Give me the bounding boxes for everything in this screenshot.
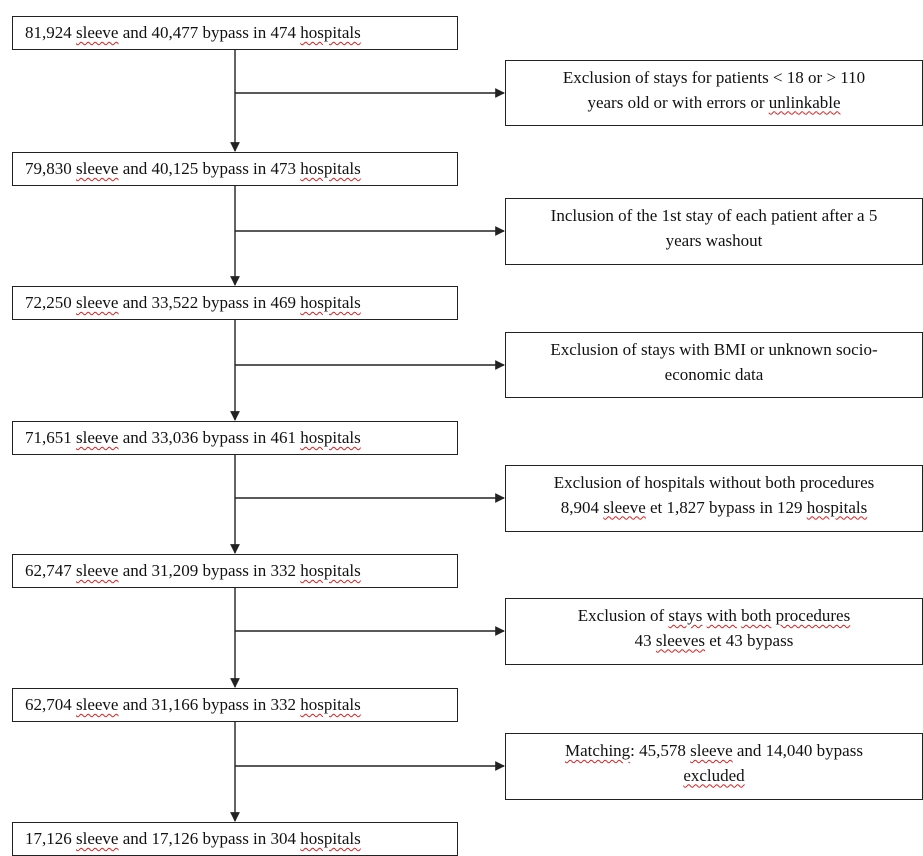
text-segment: and 31,209 bypass in 332 — [118, 561, 301, 580]
side-box-5-line-2: 43 sleeves et 43 bypass — [512, 629, 916, 654]
flagged-word: hospitals — [300, 829, 361, 848]
flagged-word: unlinkable — [768, 92, 841, 112]
main-box-4: 71,651 sleeve and 33,036 bypass in 461 h… — [12, 421, 458, 455]
text-segment: et 43 bypass — [705, 630, 794, 650]
text-segment: 8,904 — [560, 497, 604, 517]
side-box-2-line-2: years washout — [512, 229, 916, 254]
text-segment: 79,830 — [25, 159, 76, 178]
text-segment: and 17,126 bypass in 304 — [118, 829, 301, 848]
flagged-word: sleeve — [76, 293, 119, 312]
text-segment: 17,126 — [25, 829, 76, 848]
main-box-2-text: 79,830 sleeve and 40,125 bypass in 473 h… — [25, 159, 361, 178]
main-box-3-text: 72,250 sleeve and 33,522 bypass in 469 h… — [25, 293, 361, 312]
main-box-5-text: 62,747 sleeve and 31,209 bypass in 332 h… — [25, 561, 361, 580]
text-segment: economic data — [664, 364, 764, 384]
flagged-word: sleeve — [76, 561, 119, 580]
text-segment: : 45,578 — [630, 741, 691, 760]
text-segment: 43 — [634, 630, 656, 650]
text-segment: Inclusion of the 1st stay of each patien… — [550, 206, 878, 225]
side-box-2-line-1: Inclusion of the 1st stay of each patien… — [512, 204, 916, 229]
side-box-3: Exclusion of stays with BMI or unknown s… — [505, 332, 923, 398]
side-box-1-line-2: years old or with errors or unlinkable — [512, 91, 916, 116]
text-segment: et 1,827 bypass in 129 — [645, 497, 807, 517]
flagged-word: with — [706, 606, 737, 625]
flagged-word: hospitals — [300, 23, 361, 42]
text-segment: Exclusion of stays with BMI or unknown s… — [550, 340, 878, 359]
side-box-1: Exclusion of stays for patients < 18 or … — [505, 60, 923, 126]
text-segment: 62,704 — [25, 695, 76, 714]
main-box-6-text: 62,704 sleeve and 31,166 bypass in 332 h… — [25, 695, 361, 714]
flagged-word: Matching — [565, 741, 631, 760]
text-segment: Exclusion of — [577, 606, 669, 625]
text-segment: and 33,522 bypass in 469 — [118, 293, 301, 312]
flagged-word: hospitals — [300, 561, 361, 580]
text-segment: Exclusion of hospitals without both proc… — [553, 473, 875, 492]
text-segment: years washout — [665, 230, 763, 250]
text-segment: and 40,477 bypass in 474 — [118, 23, 301, 42]
flagged-word: hospitals — [300, 695, 361, 714]
main-box-5: 62,747 sleeve and 31,209 bypass in 332 h… — [12, 554, 458, 588]
flagged-word: hospitals — [300, 293, 361, 312]
text-segment: 71,651 — [25, 428, 76, 447]
flagged-word: sleeve — [76, 695, 119, 714]
flagged-word: sleeve — [76, 428, 119, 447]
side-box-3-line-2: economic data — [512, 363, 916, 388]
flagged-word: excluded — [683, 765, 745, 785]
flagged-word: stays — [668, 606, 703, 625]
text-segment: 81,924 — [25, 23, 76, 42]
flagged-word: both — [741, 606, 772, 625]
flagged-word: sleeve — [603, 497, 646, 517]
text-segment: Exclusion of stays for patients < 18 or … — [562, 68, 866, 87]
flagged-word: hospitals — [300, 428, 361, 447]
side-box-4-line-2: 8,904 sleeve et 1,827 bypass in 129 hosp… — [512, 496, 916, 521]
flagged-word: sleeve — [690, 741, 733, 760]
side-box-1-line-1: Exclusion of stays for patients < 18 or … — [512, 66, 916, 91]
side-box-2: Inclusion of the 1st stay of each patien… — [505, 198, 923, 265]
main-box-3: 72,250 sleeve and 33,522 bypass in 469 h… — [12, 286, 458, 320]
side-box-5: Exclusion of stays with both procedures 4… — [505, 598, 923, 665]
side-box-4-line-1: Exclusion of hospitals without both proc… — [512, 471, 916, 496]
side-box-6-line-1: Matching: 45,578 sleeve and 14,040 bypas… — [512, 739, 916, 764]
flagged-word: hospitals — [300, 159, 361, 178]
flagged-word: sleeves — [655, 630, 706, 650]
flagged-word: procedures — [775, 606, 851, 625]
text-segment: and 14,040 bypass — [732, 741, 863, 760]
side-box-6-line-2: excluded — [512, 764, 916, 789]
main-box-2: 79,830 sleeve and 40,125 bypass in 473 h… — [12, 152, 458, 186]
side-box-4: Exclusion of hospitals without both proc… — [505, 465, 923, 532]
main-box-1: 81,924 sleeve and 40,477 bypass in 474 h… — [12, 16, 458, 50]
main-box-7: 17,126 sleeve and 17,126 bypass in 304 h… — [12, 822, 458, 856]
text-segment: and 40,125 bypass in 473 — [118, 159, 301, 178]
flagged-word: hospitals — [806, 497, 868, 517]
text-segment: and 31,166 bypass in 332 — [118, 695, 301, 714]
flagged-word: sleeve — [76, 23, 119, 42]
side-box-6: Matching: 45,578 sleeve and 14,040 bypas… — [505, 733, 923, 800]
text-segment: years old or with errors or — [587, 92, 769, 112]
main-box-7-text: 17,126 sleeve and 17,126 bypass in 304 h… — [25, 829, 361, 848]
text-segment: and 33,036 bypass in 461 — [118, 428, 301, 447]
main-box-1-text: 81,924 sleeve and 40,477 bypass in 474 h… — [25, 23, 361, 42]
flagged-word: sleeve — [76, 159, 119, 178]
text-segment: 62,747 — [25, 561, 76, 580]
main-box-6: 62,704 sleeve and 31,166 bypass in 332 h… — [12, 688, 458, 722]
side-box-5-line-1: Exclusion of stays with both procedures — [512, 604, 916, 629]
text-segment: 72,250 — [25, 293, 76, 312]
flagged-word: sleeve — [76, 829, 119, 848]
side-box-3-line-1: Exclusion of stays with BMI or unknown s… — [512, 338, 916, 363]
main-box-4-text: 71,651 sleeve and 33,036 bypass in 461 h… — [25, 428, 361, 447]
